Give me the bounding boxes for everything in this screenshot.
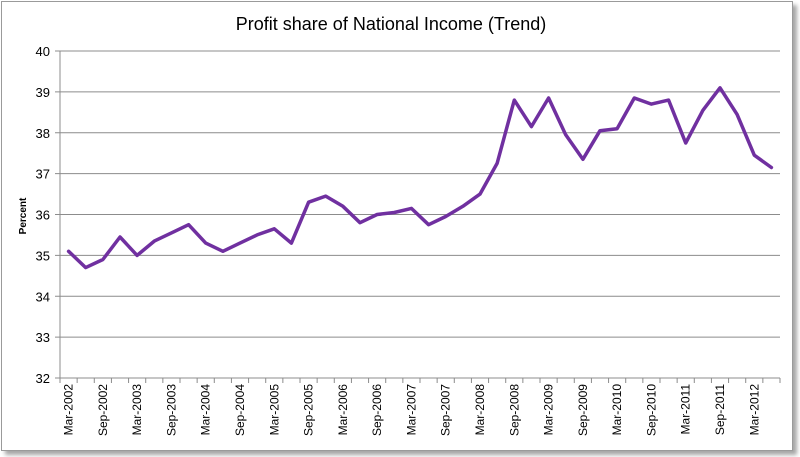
x-tick-label: Mar-2005 <box>267 384 281 436</box>
data-point <box>307 201 310 204</box>
y-tick-label: 36 <box>36 208 50 223</box>
y-tick-label: 34 <box>36 289 50 304</box>
data-point <box>324 195 327 198</box>
data-point <box>427 223 430 226</box>
data-point <box>170 231 173 234</box>
y-tick-label: 40 <box>36 44 50 59</box>
x-tick-label: Sep-2004 <box>233 384 247 436</box>
data-point <box>736 113 739 116</box>
data-point <box>616 127 619 130</box>
series-line <box>66 86 774 270</box>
y-axis-label: Percent <box>18 197 29 234</box>
data-point <box>701 109 704 112</box>
data-point <box>719 86 722 89</box>
y-tick-label: 32 <box>36 371 50 386</box>
data-point <box>564 133 567 136</box>
data-point <box>221 250 224 253</box>
data-point <box>101 258 104 261</box>
data-point <box>204 242 207 245</box>
data-point <box>341 205 344 208</box>
data-point <box>581 158 584 161</box>
data-point <box>530 125 533 128</box>
data-point <box>119 235 122 238</box>
x-tick-label: Mar-2012 <box>747 384 761 436</box>
chart-frame <box>1 1 793 451</box>
data-point <box>153 240 156 243</box>
x-tick-label: Sep-2003 <box>164 384 178 436</box>
y-tick-label: 35 <box>36 248 50 263</box>
x-tick-label: Mar-2010 <box>610 384 624 436</box>
data-point <box>187 223 190 226</box>
data-point <box>359 221 362 224</box>
y-tick-label: 37 <box>36 167 50 182</box>
chart-title: Profit share of National Income (Trend) <box>236 14 546 34</box>
x-tick-label: Sep-2006 <box>370 384 384 436</box>
data-point <box>684 141 687 144</box>
data-point <box>239 242 242 245</box>
x-tick-label: Mar-2002 <box>62 384 76 436</box>
y-tick-label: 39 <box>36 85 50 100</box>
x-tick-label: Sep-2009 <box>576 384 590 436</box>
data-point <box>256 233 259 236</box>
x-tick-label: Mar-2003 <box>130 384 144 436</box>
data-point <box>393 211 396 214</box>
data-point <box>496 162 499 165</box>
data-point <box>273 227 276 230</box>
axes <box>55 50 781 383</box>
x-tick-label: Mar-2009 <box>542 384 556 436</box>
data-point <box>84 266 87 269</box>
x-tick-label: Mar-2006 <box>336 384 350 436</box>
data-point <box>513 99 516 102</box>
x-tick-label: Sep-2010 <box>644 384 658 436</box>
data-point <box>770 166 773 169</box>
data-point <box>667 99 670 102</box>
x-tick-label: Mar-2008 <box>473 384 487 436</box>
y-tick-label: 33 <box>36 330 50 345</box>
y-axis-ticks: 32 33 34 35 36 37 38 39 40 <box>36 44 50 386</box>
data-point <box>444 215 447 218</box>
y-tick-label: 38 <box>36 126 50 141</box>
data-point <box>290 242 293 245</box>
x-tick-label: Sep-2007 <box>439 384 453 436</box>
data-point <box>410 207 413 210</box>
data-point <box>633 97 636 100</box>
data-point <box>650 103 653 106</box>
data-point <box>753 154 756 157</box>
x-tick-label: Mar-2007 <box>404 384 418 436</box>
data-point <box>136 254 139 257</box>
x-tick-label: Sep-2008 <box>507 384 521 436</box>
data-point <box>376 213 379 216</box>
data-point <box>461 205 464 208</box>
x-tick-label: Mar-2004 <box>199 384 213 436</box>
x-tick-label: Sep-2011 <box>713 384 727 435</box>
data-point <box>67 250 70 253</box>
x-axis-ticks: Mar-2002 Sep-2002 Mar-2003 Sep-2003 Mar-2004… <box>62 384 762 436</box>
x-tick-label: Sep-2002 <box>96 384 110 436</box>
data-point <box>547 97 550 100</box>
data-point <box>599 129 602 132</box>
series-layer <box>66 86 774 270</box>
x-tick-label: Sep-2005 <box>302 384 316 436</box>
data-point <box>479 193 482 196</box>
x-tick-label: Mar-2011 <box>679 384 693 435</box>
